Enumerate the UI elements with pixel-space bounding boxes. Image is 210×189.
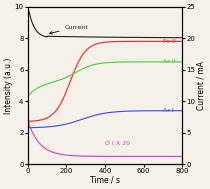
Text: Fe II: Fe II bbox=[163, 39, 176, 44]
Text: O I X 20: O I X 20 bbox=[105, 141, 130, 146]
Text: Current: Current bbox=[50, 25, 88, 34]
X-axis label: Time / s: Time / s bbox=[90, 176, 120, 185]
Text: Ar I: Ar I bbox=[163, 108, 174, 113]
Y-axis label: Current / mA: Current / mA bbox=[197, 61, 206, 110]
Text: Ar II: Ar II bbox=[163, 59, 176, 64]
Y-axis label: Intensity (a.u.): Intensity (a.u.) bbox=[4, 57, 13, 114]
